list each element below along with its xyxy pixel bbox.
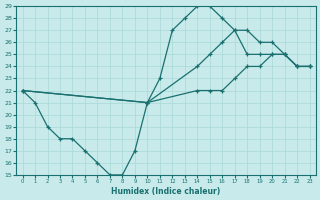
X-axis label: Humidex (Indice chaleur): Humidex (Indice chaleur) — [111, 187, 221, 196]
